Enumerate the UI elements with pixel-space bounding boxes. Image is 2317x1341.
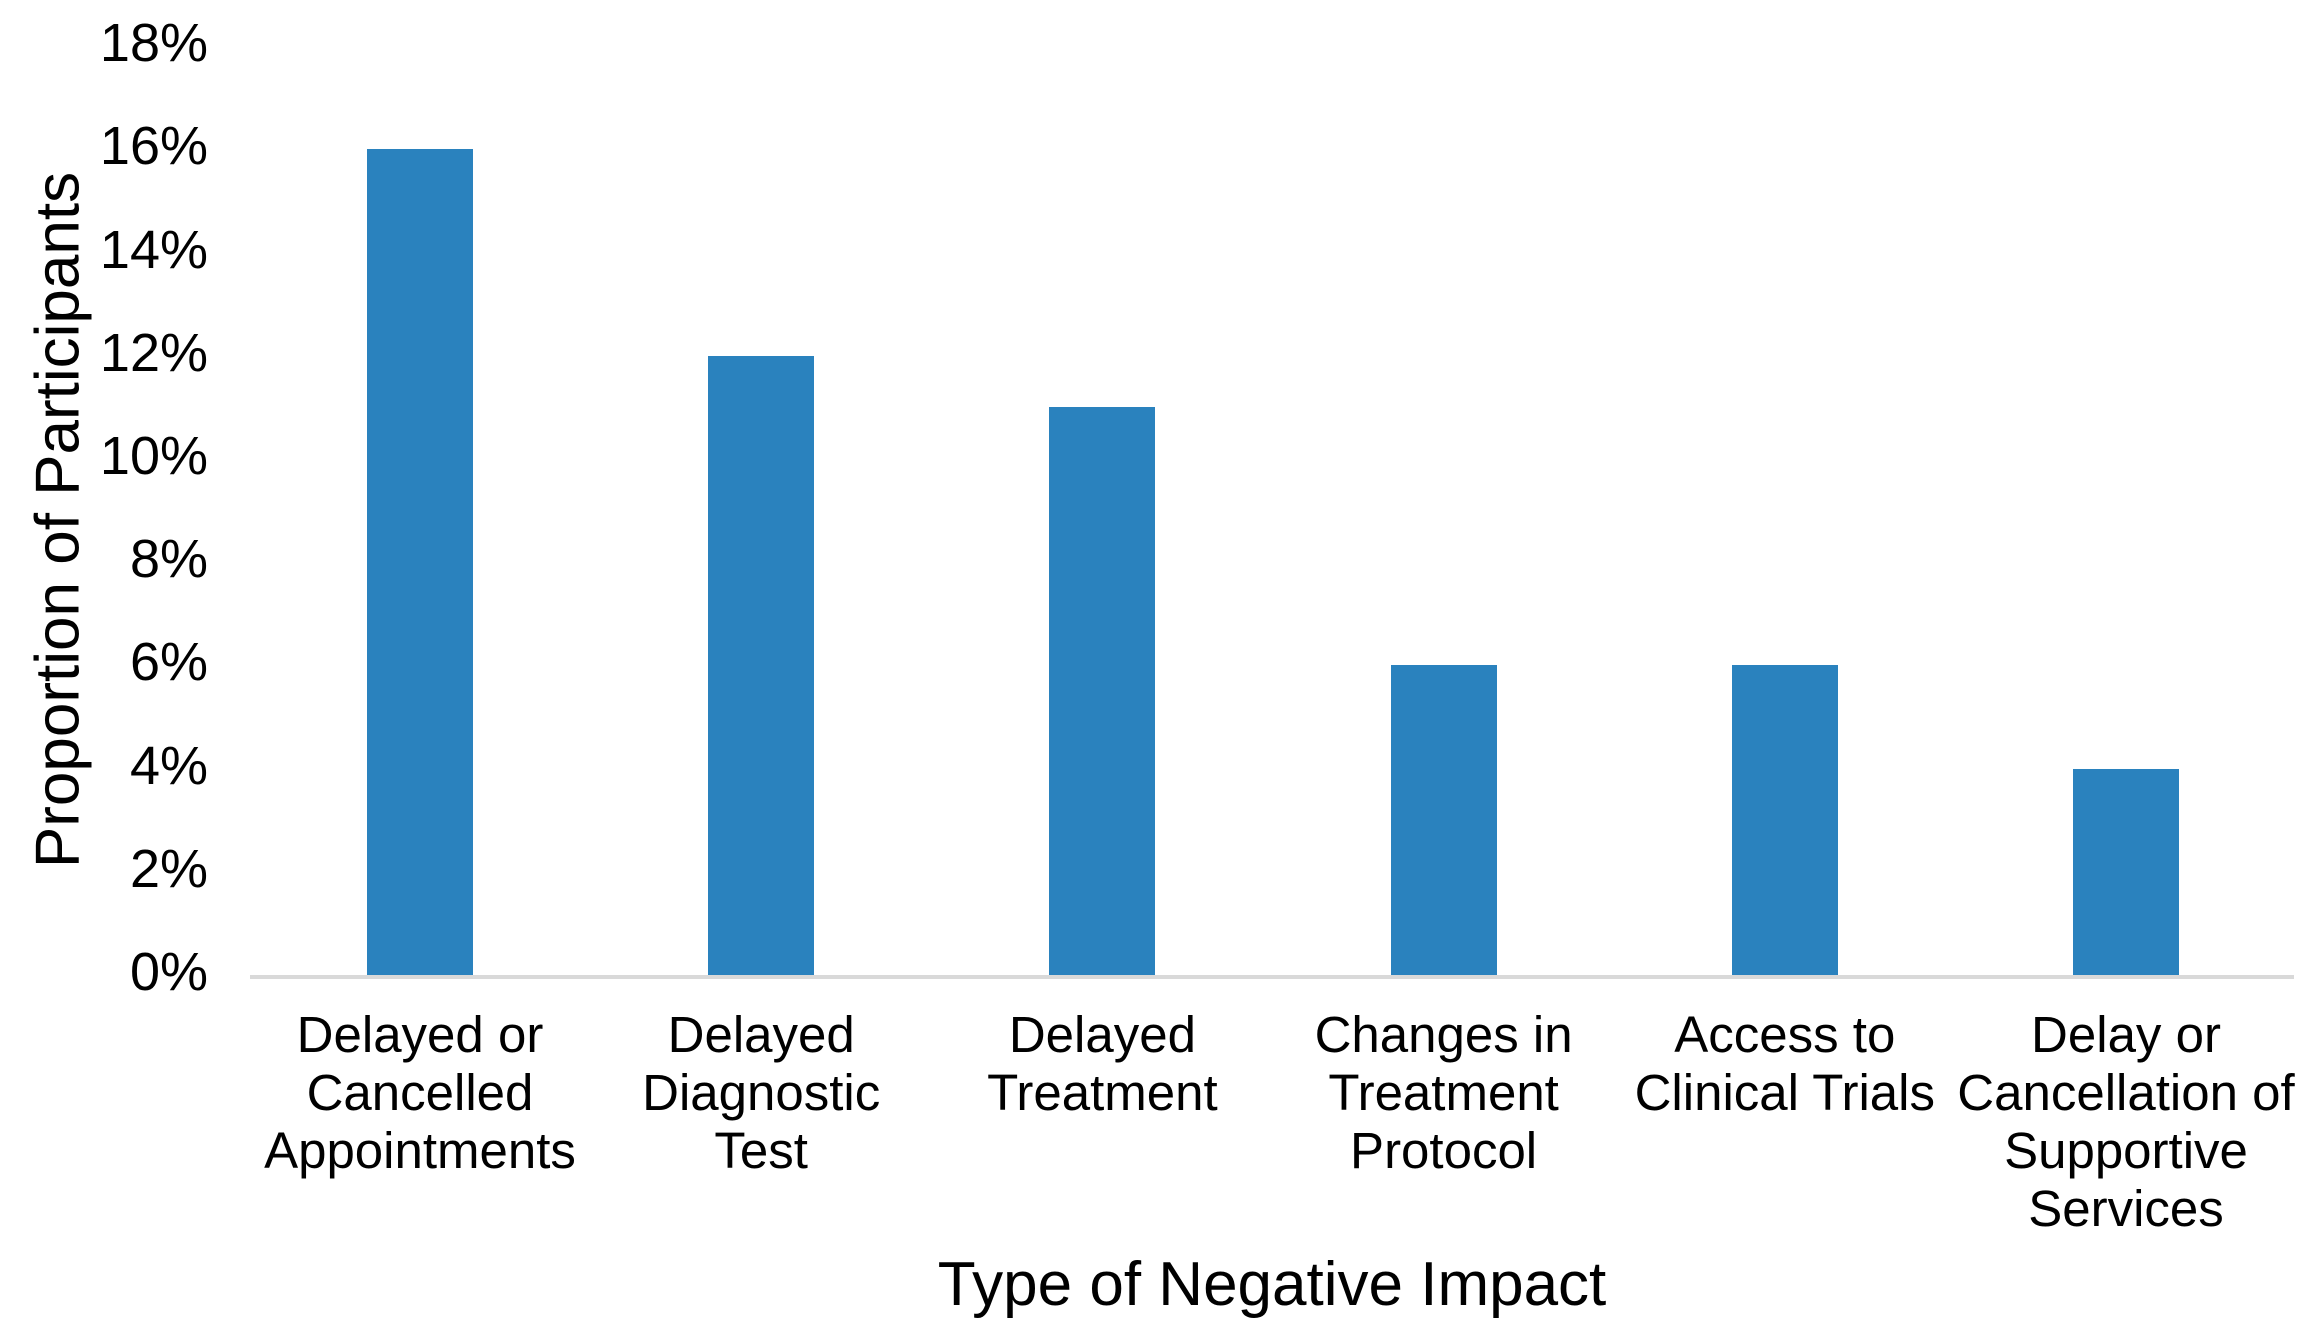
x-category-label: Delayed Treatment (987, 1006, 1218, 1121)
bar-2 (708, 355, 815, 975)
bar-3 (1049, 407, 1156, 975)
bar-1 (367, 149, 473, 975)
y-tick-label: 16% (99, 116, 208, 177)
y-tick-label: 6% (129, 632, 208, 693)
x-axis-title: Type of Negative Impact (937, 1250, 1607, 1319)
y-tick-label: 0% (129, 942, 208, 1002)
x-category-label: Delay or Cancellation of Supportive Service… (1957, 1006, 2295, 1237)
y-tick-label: 12% (99, 322, 208, 383)
bar-4 (1390, 665, 1497, 975)
x-category-label: Changes in Treatment Protocol (1314, 1006, 1573, 1179)
y-tick-label: 14% (99, 219, 208, 280)
y-tick-label: 2% (129, 838, 208, 899)
y-tick-label: 18% (99, 13, 208, 74)
bar-6 (2073, 768, 2179, 975)
x-category-label: Access to Clinical Trials (1634, 1006, 1935, 1121)
x-axis-line (250, 975, 2294, 979)
y-tick-label: 10% (99, 426, 208, 486)
bar-5 (1731, 665, 1838, 975)
y-tick-label: 4% (129, 735, 208, 796)
y-axis-title: Proportion of Participants (23, 171, 93, 869)
x-category-label: Delayed Diagnostic Test (642, 1006, 881, 1179)
x-category-label: Delayed or Cancelled Appointments (264, 1006, 576, 1179)
y-tick-label: 8% (129, 529, 208, 590)
